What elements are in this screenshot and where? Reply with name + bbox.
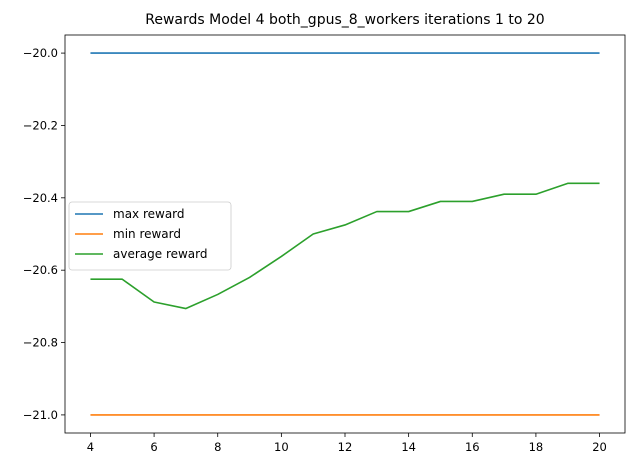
x-tick-label: 18 [529,440,544,454]
y-axis: −20.0 −20.2 −20.4 −20.6 −20.8 −21.0 [23,46,65,422]
y-tick-label: −21.0 [23,408,58,422]
x-axis: 4 6 8 10 12 14 16 18 20 [87,433,607,454]
legend-box [68,201,232,271]
x-tick-label: 10 [274,440,289,454]
y-tick-label: −20.2 [23,118,58,132]
x-tick-label: 16 [465,440,480,454]
legend-label: max reward [113,207,185,221]
x-tick-label: 14 [401,440,416,454]
series-line-average-reward [90,182,600,310]
y-tick-label: −20.6 [23,263,58,277]
x-tick-label: 20 [592,440,607,454]
y-tick-label: −20.8 [23,336,58,350]
chart-title: Rewards Model 4 both_gpus_8_workers iter… [145,12,544,28]
series-lines [90,52,600,416]
legend-label: average reward [113,247,208,261]
x-tick-label: 6 [150,440,157,454]
legend-label: min reward [113,227,181,241]
y-tick-label: −20.0 [23,46,58,60]
y-tick-label: −20.4 [23,191,58,205]
legend: max reward min reward average reward [68,201,232,271]
x-tick-label: 4 [87,440,94,454]
x-tick-label: 12 [338,440,353,454]
x-tick-label: 8 [214,440,221,454]
